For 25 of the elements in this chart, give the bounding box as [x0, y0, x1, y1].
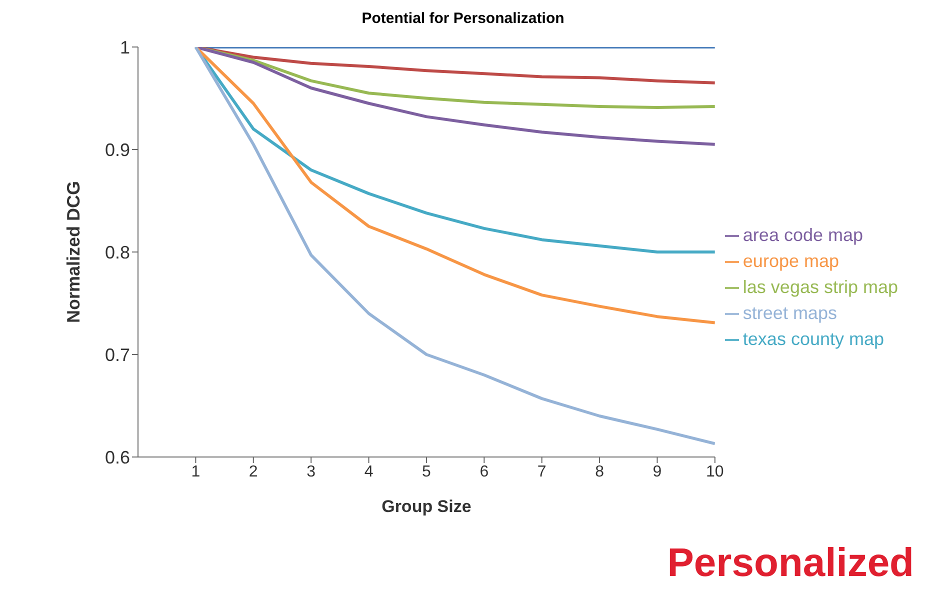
line-series [194, 47, 715, 446]
chart-title: Potential for Personalization [360, 10, 566, 27]
y-tick-label: 0.8 [104, 242, 130, 262]
x-tick-label: 10 [706, 463, 724, 480]
legend-label: area code map [742, 225, 863, 245]
x-tick-label: 1 [191, 463, 200, 480]
x-tick-label: 2 [248, 463, 258, 480]
y-tick-label: 1 [120, 37, 130, 58]
text: Personalized [667, 541, 914, 586]
legend-label: texas county map [742, 329, 884, 349]
x-axis-title: Group Size [382, 497, 472, 516]
legend-label: europe map [742, 251, 839, 271]
legend-label: las vegas strip map [742, 277, 898, 297]
legend-label: street maps [742, 303, 837, 323]
x-tick-label: 5 [422, 463, 432, 480]
x-tick-label: 4 [364, 463, 374, 480]
y-tick-label: 0.6 [104, 447, 130, 468]
x-tick-label: 6 [480, 463, 489, 480]
x-tick-label: 3 [306, 463, 316, 480]
y-axis-title: Normalized DCG [63, 180, 84, 324]
x-tick-label: 7 [537, 463, 546, 480]
y-tick-label: 0.9 [104, 140, 130, 160]
y-tick-label: 0.7 [104, 344, 130, 365]
x-tick-label: 9 [652, 463, 662, 480]
x-tick-label: 8 [595, 463, 604, 480]
